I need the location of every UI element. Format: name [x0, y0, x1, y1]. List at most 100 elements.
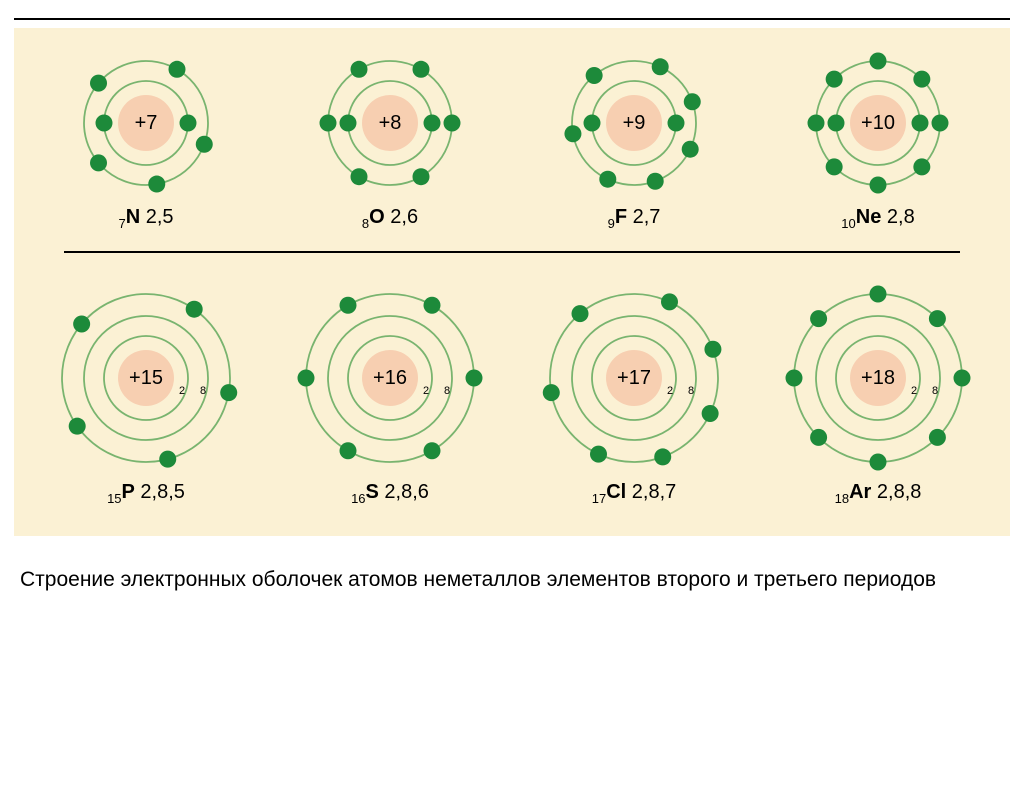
electron: [590, 446, 607, 463]
atom-cell: +9 9F 2,7: [524, 48, 744, 231]
row-period-2: +7 7N 2,5 +8 8O 2,6 +9 9F 2,7 +10 10Ne 2,8: [24, 48, 1000, 231]
electron: [169, 61, 186, 78]
row-period-3: +15 2 8 15P 2,8,5 +16 2 8 16S 2,8,6 +17 2 8 17Cl 2,…: [24, 283, 1000, 506]
electron: [340, 297, 357, 314]
atom-cell: +16 2 8 16S 2,8,6: [280, 283, 500, 506]
electron: [96, 115, 113, 132]
electron: [196, 136, 213, 153]
diagram-container: +7 7N 2,5 +8 8O 2,6 +9 9F 2,7 +10 10Ne 2,8 +15 2…: [0, 18, 1024, 785]
electron: [148, 176, 165, 193]
shell-count-label: 8: [688, 385, 694, 397]
electron: [320, 115, 337, 132]
electron: [466, 370, 483, 387]
shell-count-label: 2: [423, 385, 429, 397]
atom-cell: +17 2 8 17Cl 2,8,7: [524, 283, 744, 506]
electron: [870, 53, 887, 70]
electron: [159, 451, 176, 468]
shell-count-label: 8: [932, 385, 938, 397]
atom-label: 17Cl 2,8,7: [592, 481, 677, 506]
atom-cell: +15 2 8 15P 2,8,5: [36, 283, 256, 506]
atom-label: 18Ar 2,8,8: [835, 481, 922, 506]
electron: [826, 71, 843, 88]
electron: [543, 384, 560, 401]
electron: [929, 310, 946, 327]
top-rule: [14, 18, 1010, 20]
nucleus-label: +16: [373, 367, 407, 389]
atom-cell: +10 10Ne 2,8: [768, 48, 988, 231]
atom-label: 15P 2,8,5: [107, 481, 185, 506]
atom-figure: +7: [71, 48, 221, 198]
atom-figure: +17 2 8: [539, 283, 729, 473]
electron: [413, 168, 430, 185]
electron: [73, 316, 90, 333]
electron: [810, 310, 827, 327]
electron: [786, 370, 803, 387]
electron: [913, 158, 930, 175]
nucleus-label: +9: [623, 112, 646, 134]
shell-count-label: 8: [444, 385, 450, 397]
atoms-panel: +7 7N 2,5 +8 8O 2,6 +9 9F 2,7 +10 10Ne 2,8 +15 2…: [14, 28, 1010, 536]
electron: [90, 154, 107, 171]
shell-count-label: 2: [179, 385, 185, 397]
electron: [351, 168, 368, 185]
electron: [704, 341, 721, 358]
electron: [599, 171, 616, 188]
electron: [647, 173, 664, 190]
electron: [69, 418, 86, 435]
electron: [413, 61, 430, 78]
nucleus-label: +15: [129, 367, 163, 389]
electron: [654, 448, 671, 465]
nucleus-label: +18: [861, 367, 895, 389]
nucleus-label: +17: [617, 367, 651, 389]
atom-figure: +8: [315, 48, 465, 198]
electron: [932, 115, 949, 132]
electron: [424, 115, 441, 132]
atom-label: 7N 2,5: [118, 206, 173, 231]
nucleus-label: +10: [861, 112, 895, 134]
atom-label: 8O 2,6: [362, 206, 418, 231]
atom-label: 10Ne 2,8: [841, 206, 914, 231]
electron: [870, 177, 887, 194]
electron: [340, 442, 357, 459]
electron: [682, 141, 699, 158]
electron: [702, 405, 719, 422]
electron: [584, 115, 601, 132]
atom-figure: +18 2 8: [783, 283, 973, 473]
electron: [586, 67, 603, 84]
shell-count-label: 2: [667, 385, 673, 397]
electron: [954, 370, 971, 387]
atom-cell: +18 2 8 18Ar 2,8,8: [768, 283, 988, 506]
electron: [572, 305, 589, 322]
caption-text: Строение электронных оболочек атомов нем…: [20, 566, 1004, 594]
shell-count-label: 2: [911, 385, 917, 397]
electron: [808, 115, 825, 132]
electron: [929, 429, 946, 446]
electron: [90, 75, 107, 92]
atom-figure: +9: [559, 48, 709, 198]
nucleus-label: +7: [135, 112, 158, 134]
electron: [810, 429, 827, 446]
electron: [340, 115, 357, 132]
atom-label: 16S 2,8,6: [351, 481, 429, 506]
shell-count-label: 8: [200, 385, 206, 397]
electron: [180, 115, 197, 132]
electron: [870, 286, 887, 303]
row-divider: [64, 251, 960, 253]
electron: [186, 301, 203, 318]
electron: [351, 61, 368, 78]
electron: [424, 297, 441, 314]
atom-label: 9F 2,7: [608, 206, 661, 231]
electron: [912, 115, 929, 132]
electron: [220, 384, 237, 401]
atom-figure: +15 2 8: [51, 283, 241, 473]
electron: [444, 115, 461, 132]
electron: [684, 93, 701, 110]
electron: [652, 58, 669, 75]
nucleus-label: +8: [379, 112, 402, 134]
atom-figure: +10: [803, 48, 953, 198]
electron: [661, 293, 678, 310]
atom-cell: +8 8O 2,6: [280, 48, 500, 231]
atom-cell: +7 7N 2,5: [36, 48, 256, 231]
atom-figure: +16 2 8: [295, 283, 485, 473]
electron: [913, 71, 930, 88]
